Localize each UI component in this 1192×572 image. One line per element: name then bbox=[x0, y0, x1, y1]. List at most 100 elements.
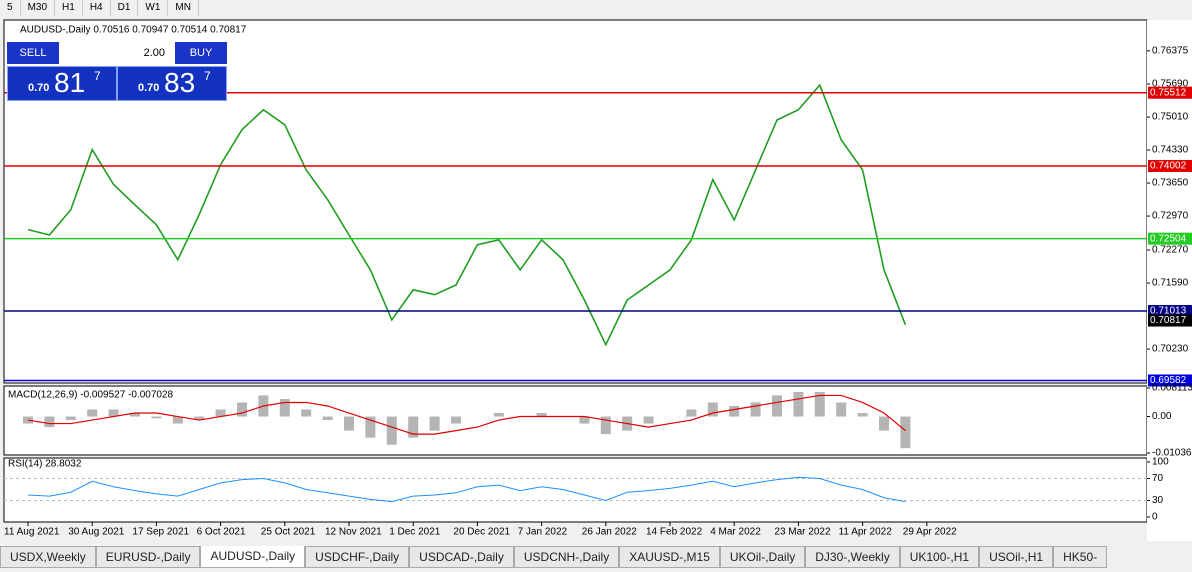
ask-main: 83 bbox=[164, 67, 196, 98]
lots-input[interactable]: 2.00 bbox=[61, 42, 171, 64]
macd-bar bbox=[900, 416, 911, 449]
macd-signal bbox=[27, 394, 906, 435]
timeframe-button[interactable]: MN bbox=[168, 0, 199, 16]
macd-bar bbox=[23, 416, 33, 424]
x-tick-label: 11 Aug 2021 bbox=[4, 527, 60, 538]
y-tick-label: 0.71590 bbox=[1152, 278, 1189, 289]
ask-price[interactable]: 0.70 83 7 bbox=[117, 66, 227, 101]
sell-button[interactable]: SELL bbox=[7, 42, 59, 64]
bid-small: 7 bbox=[94, 69, 101, 83]
y-tick-label: 0.008113 bbox=[1152, 383, 1192, 394]
macd-bar bbox=[429, 416, 440, 431]
price-level-label: 0.74002 bbox=[1150, 161, 1187, 172]
macd-bar bbox=[365, 416, 376, 438]
macd-bar bbox=[793, 391, 804, 417]
x-tick-label: 11 Apr 2022 bbox=[839, 527, 893, 538]
macd-bar bbox=[600, 416, 611, 435]
last-price-label: 0.70817 bbox=[1150, 315, 1187, 326]
chart-tab[interactable]: DJ30-,Weekly bbox=[805, 546, 900, 568]
chart-tab[interactable]: USDCHF-,Daily bbox=[305, 546, 410, 568]
x-tick-label: 20 Dec 2021 bbox=[453, 527, 510, 538]
macd-bar bbox=[344, 416, 354, 431]
macd-bar bbox=[836, 402, 847, 417]
macd-bar bbox=[857, 413, 868, 417]
x-tick-label: 23 Mar 2022 bbox=[774, 527, 831, 538]
x-tick-label: 12 Nov 2021 bbox=[325, 527, 382, 538]
price-level-label: 0.72504 bbox=[1150, 233, 1187, 244]
macd-bar bbox=[87, 409, 98, 417]
chart-tab[interactable]: EURUSD-,Daily bbox=[95, 546, 201, 568]
price-scale bbox=[1147, 20, 1192, 541]
timeframe-button[interactable]: W1 bbox=[138, 0, 169, 16]
panel bbox=[3, 385, 1148, 456]
x-tick-label: 30 Aug 2021 bbox=[68, 527, 125, 538]
bid-big: 0.70 bbox=[28, 82, 50, 94]
x-tick-label: 29 Apr 2022 bbox=[903, 527, 957, 538]
macd-bar bbox=[151, 416, 162, 419]
macd-bar bbox=[408, 416, 419, 438]
timeframe-button[interactable]: 5 bbox=[0, 0, 21, 16]
x-tick-label: 14 Feb 2022 bbox=[646, 527, 703, 538]
price-level-label: 0.69582 bbox=[1150, 375, 1187, 386]
price-level-label: 0.71013 bbox=[1150, 306, 1187, 317]
y-tick-label: 0.70230 bbox=[1152, 344, 1189, 355]
x-tick-label: 26 Jan 2022 bbox=[582, 527, 637, 538]
macd-title: MACD(12,26,9) -0.009527 -0.007028 bbox=[8, 390, 174, 401]
price-level-tag bbox=[1148, 86, 1192, 99]
timeframe-toolbar: 5 M30 H1 H4 D1 W1 MN bbox=[0, 0, 199, 16]
macd-bar bbox=[729, 405, 740, 417]
macd-bar bbox=[579, 416, 590, 424]
chart-tab[interactable]: USDCAD-,Daily bbox=[409, 546, 514, 568]
chart-tab[interactable]: USOil-,H1 bbox=[979, 546, 1054, 568]
macd-bar bbox=[750, 402, 761, 417]
chart-tab[interactable]: HK50- bbox=[1053, 546, 1108, 568]
price-line bbox=[27, 83, 907, 347]
buy-button[interactable]: BUY bbox=[175, 42, 227, 64]
last-price-tag bbox=[1148, 314, 1192, 327]
x-tick-label: 4 Mar 2022 bbox=[710, 527, 761, 538]
macd-bar bbox=[237, 402, 247, 417]
chart-tab[interactable]: UKOil-,Daily bbox=[719, 546, 806, 568]
timeframe-button[interactable]: M30 bbox=[21, 0, 56, 16]
macd-bar bbox=[451, 416, 461, 424]
y-tick-label: 0.76375 bbox=[1152, 45, 1189, 56]
y-tick-label: 0 bbox=[1152, 512, 1158, 523]
macd-bar bbox=[215, 409, 226, 417]
y-tick-label: 0.75690 bbox=[1152, 79, 1189, 90]
bid-price[interactable]: 0.70 81 7 bbox=[7, 66, 117, 101]
chart-tab[interactable]: UK100-,H1 bbox=[899, 546, 980, 568]
y-tick-label: 0.00 bbox=[1152, 411, 1172, 422]
chart-tab[interactable]: AUDUSD-,Daily bbox=[200, 546, 306, 568]
timeframe-button[interactable]: D1 bbox=[111, 0, 139, 16]
price-level-tag bbox=[1148, 374, 1192, 387]
bid-main: 81 bbox=[54, 67, 86, 98]
y-tick-label: -0.01036 bbox=[1152, 448, 1192, 459]
y-tick-label: 0.74330 bbox=[1152, 145, 1189, 156]
x-tick-label: 1 Dec 2021 bbox=[389, 527, 441, 538]
macd-bar bbox=[130, 413, 140, 417]
macd-bar bbox=[772, 395, 782, 417]
chart-tab[interactable]: USDCNH-,Daily bbox=[513, 546, 620, 568]
macd-bar bbox=[707, 402, 718, 417]
x-tick-label: 6 Oct 2021 bbox=[197, 527, 246, 538]
panel bbox=[3, 457, 1148, 523]
macd-bar bbox=[65, 416, 76, 421]
chart-tab[interactable]: USDX,Weekly bbox=[0, 546, 96, 568]
trade-panel: SELL 2.00 BUY 0.70 81 7 0.70 83 7 bbox=[7, 42, 227, 101]
macd-bar bbox=[279, 398, 290, 417]
timeframe-button[interactable]: H1 bbox=[55, 0, 83, 16]
chart-tab[interactable]: XAUUSD-,M15 bbox=[619, 546, 720, 568]
y-tick-label: 0.73650 bbox=[1152, 178, 1189, 189]
x-tick-label: 25 Oct 2021 bbox=[261, 527, 316, 538]
ask-small: 7 bbox=[204, 69, 211, 83]
y-tick-label: 100 bbox=[1152, 457, 1169, 468]
price-level-label: 0.75512 bbox=[1150, 87, 1187, 98]
y-tick-label: 30 bbox=[1152, 495, 1164, 506]
y-tick-label: 0.72970 bbox=[1152, 211, 1189, 222]
timeframe-button[interactable]: H4 bbox=[83, 0, 111, 16]
macd-bar bbox=[643, 416, 654, 424]
macd-bar bbox=[108, 409, 119, 417]
price-level-tag bbox=[1148, 305, 1192, 318]
macd-bar bbox=[686, 409, 697, 417]
